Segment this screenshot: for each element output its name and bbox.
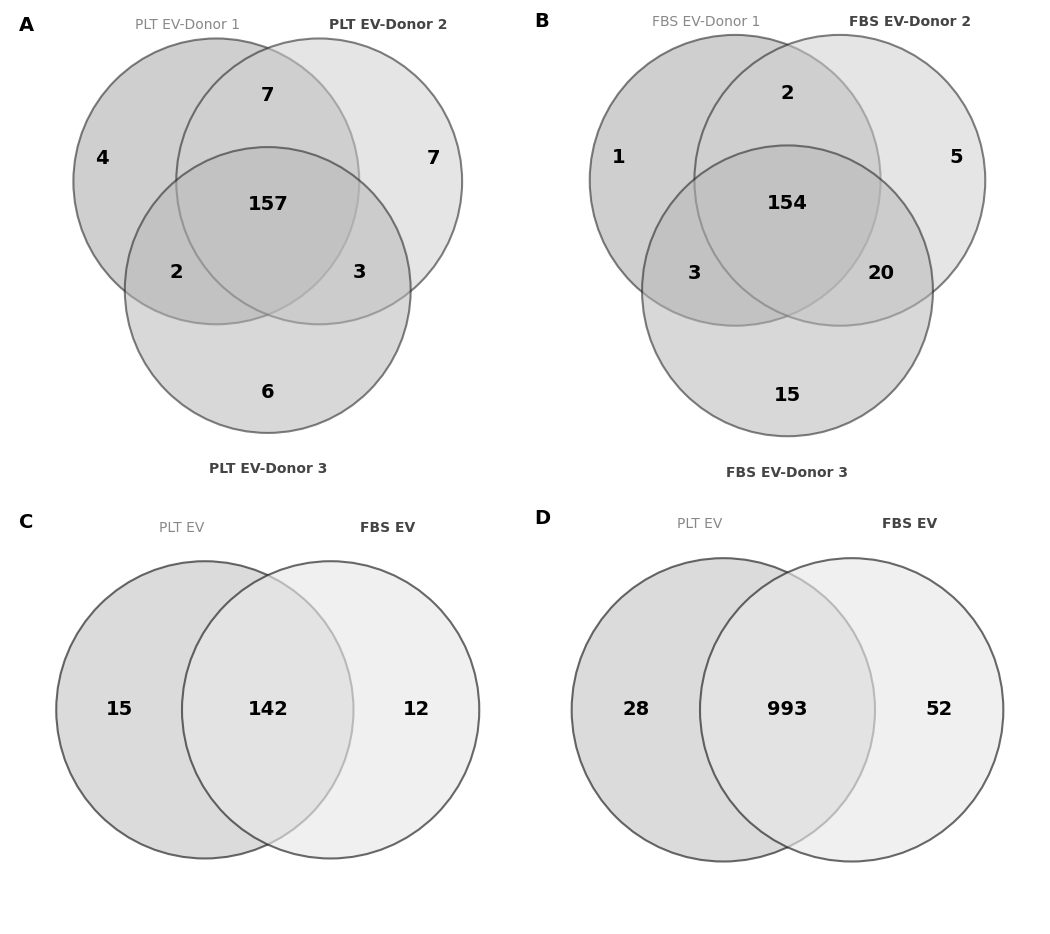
Text: 7: 7 — [426, 149, 440, 168]
Text: 2: 2 — [781, 83, 794, 103]
Text: PLT EV: PLT EV — [677, 517, 722, 531]
Text: 1: 1 — [612, 148, 626, 166]
Text: 157: 157 — [248, 195, 288, 214]
Text: PLT EV-Donor 1: PLT EV-Donor 1 — [135, 19, 240, 33]
Circle shape — [176, 38, 462, 324]
Text: B: B — [534, 11, 549, 31]
Circle shape — [182, 561, 479, 858]
Text: FBS EV: FBS EV — [360, 521, 416, 535]
Text: 20: 20 — [867, 264, 894, 283]
Text: FBS EV-Donor 1: FBS EV-Donor 1 — [652, 15, 760, 29]
Text: D: D — [533, 509, 550, 528]
Text: 6: 6 — [261, 383, 274, 403]
Text: PLT EV: PLT EV — [160, 521, 205, 535]
Text: 3: 3 — [353, 263, 366, 282]
Text: 4: 4 — [96, 149, 109, 168]
Text: 7: 7 — [261, 86, 274, 106]
Text: 15: 15 — [105, 700, 132, 719]
Text: C: C — [19, 513, 34, 531]
Text: 52: 52 — [925, 700, 952, 719]
Circle shape — [571, 559, 875, 861]
Circle shape — [590, 35, 881, 326]
Circle shape — [74, 38, 359, 324]
Text: 2: 2 — [169, 263, 183, 282]
Text: 12: 12 — [403, 700, 430, 719]
Text: 5: 5 — [949, 148, 963, 166]
Text: 142: 142 — [248, 700, 288, 719]
Text: PLT EV-Donor 2: PLT EV-Donor 2 — [329, 19, 447, 33]
Text: FBS EV-Donor 3: FBS EV-Donor 3 — [727, 466, 848, 480]
Text: FBS EV-Donor 2: FBS EV-Donor 2 — [848, 15, 970, 29]
Text: PLT EV-Donor 3: PLT EV-Donor 3 — [209, 461, 327, 475]
Circle shape — [694, 35, 985, 326]
Circle shape — [57, 561, 354, 858]
Text: 15: 15 — [774, 386, 801, 405]
Circle shape — [643, 146, 932, 436]
Text: 28: 28 — [623, 700, 650, 719]
Text: FBS EV: FBS EV — [882, 517, 938, 531]
Text: A: A — [19, 16, 35, 35]
Text: 154: 154 — [768, 194, 807, 213]
Text: 993: 993 — [768, 700, 807, 719]
Text: 3: 3 — [688, 264, 701, 283]
Circle shape — [700, 559, 1004, 861]
Circle shape — [125, 147, 411, 433]
